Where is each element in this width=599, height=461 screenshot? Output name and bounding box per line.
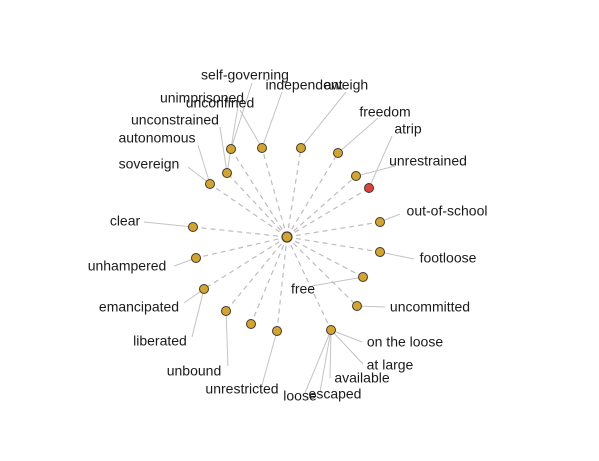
node-label-atrip: atrip: [394, 121, 421, 137]
leader-line: [225, 310, 229, 367]
spoke-edge: [286, 187, 370, 238]
graph-node[interactable]: [333, 148, 343, 158]
leader-line: [226, 105, 239, 174]
graph-node[interactable]: [222, 168, 232, 178]
graph-node[interactable]: [188, 222, 198, 232]
node-label-freedom: freedom: [359, 104, 410, 120]
leader-line: [230, 82, 253, 150]
graph-node[interactable]: [375, 247, 385, 257]
node-label-unbound: unbound: [167, 363, 222, 379]
node-label-at-large: at large: [367, 357, 414, 373]
node-label-liberated: liberated: [133, 333, 187, 349]
leader-line: [143, 221, 194, 228]
spoke-edge: [286, 236, 332, 331]
graph-node[interactable]: [375, 217, 385, 227]
spoke-edge: [286, 236, 381, 253]
leader-line: [261, 91, 283, 149]
spoke-edge: [286, 147, 302, 238]
spoke-edge: [261, 147, 288, 238]
node-label-unhampered: unhampered: [88, 258, 167, 274]
node-label-self-governing: self-governing: [201, 67, 289, 83]
leader-line: [191, 288, 205, 338]
graph-node[interactable]: [199, 284, 209, 294]
spoke-edge: [286, 152, 339, 238]
leader-line: [330, 329, 364, 365]
spoke-edge: [250, 236, 288, 325]
leader-line: [304, 329, 332, 394]
graph-node[interactable]: [221, 306, 231, 316]
spoke-edge: [226, 172, 288, 238]
center-node[interactable]: [281, 231, 293, 243]
node-label-available: available: [334, 370, 389, 386]
graph-node[interactable]: [191, 253, 201, 263]
node-label-independent: independent: [265, 77, 342, 93]
node-label-unrestricted: unrestricted: [205, 381, 278, 397]
graph-node[interactable]: [364, 183, 374, 193]
node-label-unimprisoned: unimprisoned: [160, 90, 244, 106]
center-label: free: [291, 281, 315, 297]
graph-node[interactable]: [226, 144, 236, 154]
node-label-unrestrained: unrestrained: [389, 153, 467, 169]
spoke-edges: [192, 147, 381, 332]
spoke-edge: [230, 148, 288, 238]
node-label-out-of-school: out-of-school: [407, 203, 488, 219]
spoke-edge: [276, 236, 288, 332]
leader-line: [261, 330, 278, 386]
leader-line: [319, 329, 332, 393]
node-label-unconfined: unconfined: [186, 95, 255, 111]
leader-line: [197, 144, 211, 185]
node-label-loose: loose: [283, 388, 317, 404]
graph-node[interactable]: [246, 319, 256, 329]
node-label-autonomous: autonomous: [118, 130, 195, 146]
graph-node[interactable]: [205, 179, 215, 189]
spoke-edge: [286, 221, 381, 238]
graph-node[interactable]: [257, 143, 267, 153]
spoke-edge: [286, 175, 357, 238]
node-label-clear: clear: [110, 213, 141, 229]
leader-line: [300, 91, 347, 149]
leader-line: [368, 135, 393, 189]
graph-node[interactable]: [352, 301, 362, 311]
spoke-edge: [286, 236, 358, 307]
graph-node[interactable]: [326, 325, 336, 335]
spoke-edge: [225, 236, 288, 312]
node-label-aweigh: aweigh: [324, 77, 368, 93]
leader-line: [311, 276, 364, 287]
graph-nodes: [188, 143, 385, 336]
graph-node[interactable]: [296, 143, 306, 153]
leader-line: [355, 165, 396, 177]
spoke-edge: [203, 236, 288, 290]
node-label-uncommitted: uncommitted: [390, 299, 470, 315]
spoke-edge: [209, 183, 288, 238]
spoke-edge: [195, 236, 288, 259]
node-label-emancipated: emancipated: [99, 299, 179, 315]
graph-node[interactable]: [351, 171, 361, 181]
node-label-escaped: escaped: [309, 386, 362, 402]
leader-line: [330, 329, 363, 343]
node-label-footloose: footloose: [420, 250, 477, 266]
spoke-edge: [192, 226, 288, 238]
graph-node[interactable]: [358, 272, 368, 282]
leader-line: [337, 117, 379, 154]
leader-line: [379, 251, 415, 260]
graph-node[interactable]: [272, 326, 282, 336]
node-label-on-the-loose: on the loose: [367, 334, 443, 350]
leader-line: [219, 126, 228, 174]
leader-line: [239, 109, 263, 149]
label-leader-lines: [143, 82, 415, 394]
node-label-sovereign: sovereign: [119, 156, 180, 172]
node-label-unconstrained: unconstrained: [131, 112, 219, 128]
leader-line: [329, 329, 332, 379]
